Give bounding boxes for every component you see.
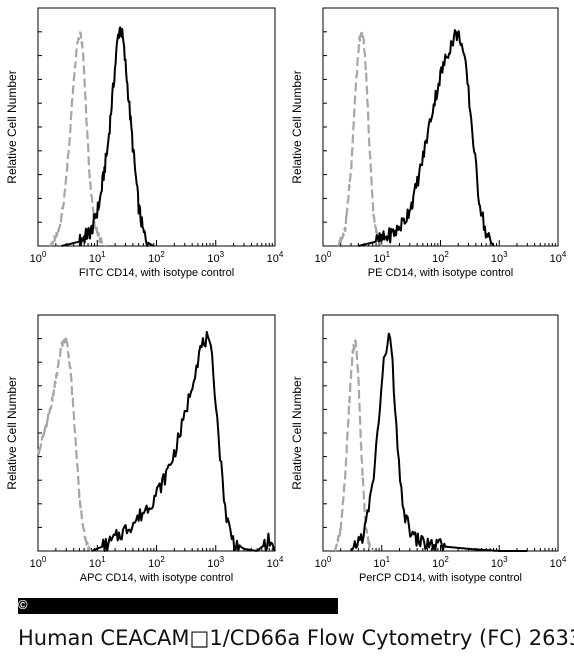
isotype-control-curve	[333, 339, 374, 552]
x-tick-label: 102	[148, 250, 165, 265]
x-axis-label: APC CD14, with isotype control	[80, 572, 233, 584]
x-tick-label: 102	[432, 250, 449, 265]
copyright-symbol: ©	[18, 597, 28, 612]
x-tick-label: 100	[30, 555, 47, 570]
x-tick-label: 103	[207, 555, 224, 570]
x-tick-label: 101	[89, 250, 106, 265]
x-tick-label: 100	[315, 250, 332, 265]
x-tick-label: 101	[89, 555, 106, 570]
y-axis-label: Relative Cell Number	[5, 70, 19, 183]
histogram-panel-4: 100 101 102 103 104 Relative Cell Number PerCP…	[290, 314, 567, 584]
x-tick-label: 104	[267, 250, 284, 265]
histogram-panel-1: 100 101 102 103 104 Relative Cell Number FITC …	[5, 7, 284, 279]
x-tick-label: 103	[207, 250, 224, 265]
histogram-panel-2: 100 101 102 103 104 Relative Cell Number PE CD…	[290, 7, 567, 279]
cd14-sample-curve	[358, 29, 495, 247]
x-axis-label: FITC CD14, with isotype control	[79, 267, 234, 279]
x-tick-label: 104	[550, 250, 567, 265]
cd14-sample-curve	[61, 26, 155, 247]
x-tick-label: 104	[267, 555, 284, 570]
x-tick-label: 101	[373, 555, 390, 570]
cd14-sample-curve	[350, 332, 528, 552]
plot-frame	[322, 7, 559, 247]
plot-frame	[37, 314, 276, 552]
y-axis-label: Relative Cell Number	[290, 376, 304, 489]
isotype-control-curve	[49, 31, 107, 247]
isotype-control-curve	[336, 31, 383, 247]
y-axis-label: Relative Cell Number	[5, 376, 19, 489]
x-axis-label: PE CD14, with isotype control	[368, 267, 514, 279]
x-tick-label: 103	[491, 250, 508, 265]
x-tick-label: 103	[491, 555, 508, 570]
x-tick-label: 100	[30, 250, 47, 265]
x-tick-label: 104	[550, 555, 567, 570]
x-axis-label: PerCP CD14, with isotype control	[359, 572, 522, 584]
plot-frame	[322, 314, 559, 552]
y-axis-label: Relative Cell Number	[290, 70, 304, 183]
x-tick-label: 102	[432, 555, 449, 570]
histogram-panel-3: 100 101 102 103 104 Relative Cell Number APC C…	[5, 314, 284, 584]
plot-frame	[37, 7, 276, 247]
isotype-control-curve	[37, 335, 93, 552]
cd14-sample-curve	[91, 330, 276, 552]
figure-caption: Human CEACAM□1/CD66a Flow Cytometry (FC)…	[18, 626, 574, 650]
x-tick-label: 102	[148, 555, 165, 570]
x-tick-label: 101	[373, 250, 390, 265]
x-tick-label: 100	[315, 555, 332, 570]
redacted-copyright-bar	[18, 598, 338, 614]
